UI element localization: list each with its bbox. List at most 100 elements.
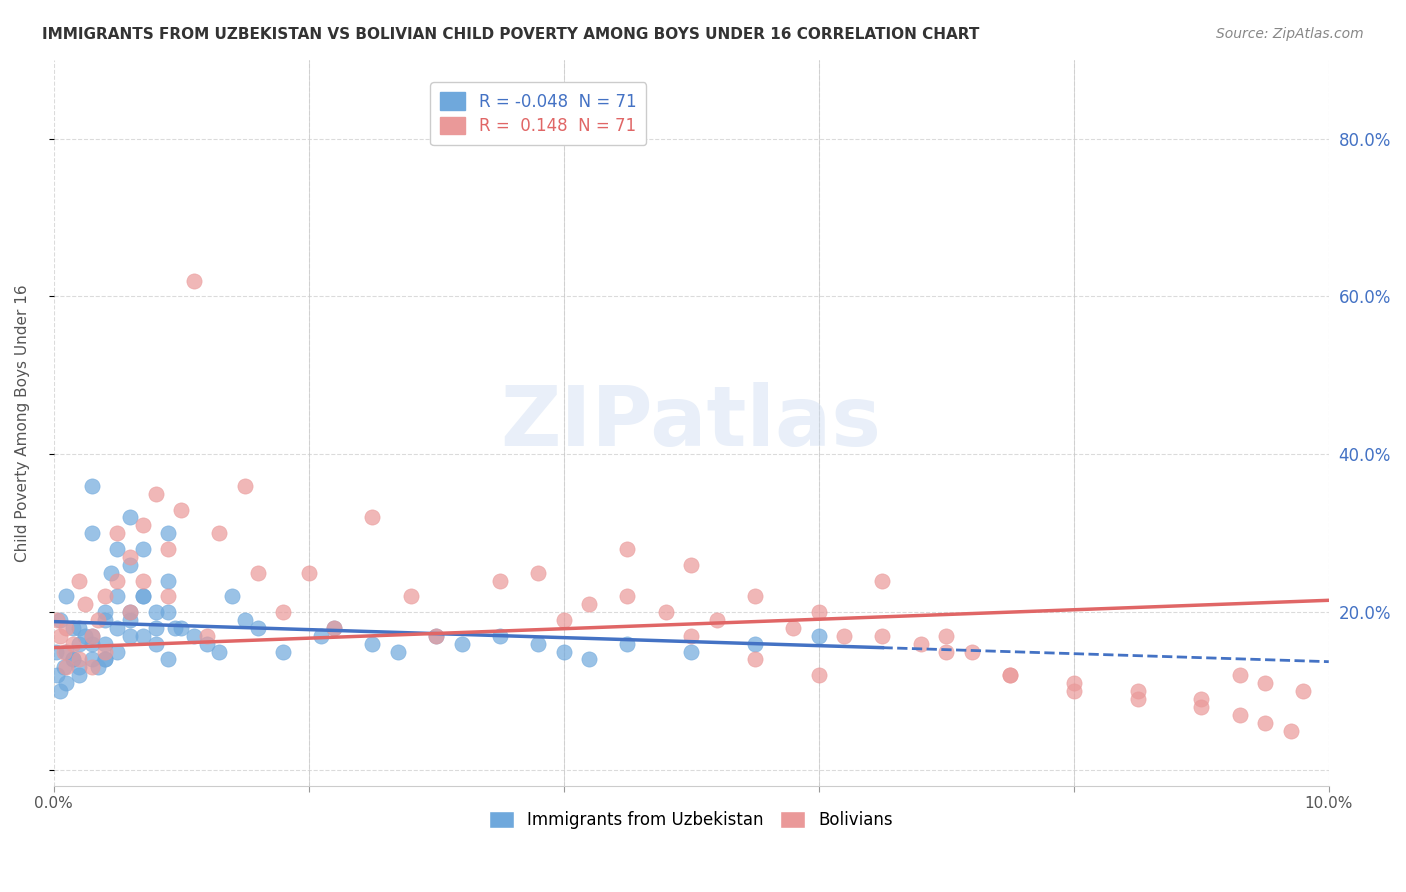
Point bbox=[553, 613, 575, 627]
Point bbox=[489, 629, 512, 643]
Point bbox=[132, 518, 155, 533]
Point bbox=[145, 605, 167, 619]
Point bbox=[1279, 723, 1302, 738]
Point bbox=[221, 590, 243, 604]
Point bbox=[163, 621, 186, 635]
Point bbox=[120, 629, 142, 643]
Point bbox=[55, 644, 77, 658]
Point bbox=[233, 613, 256, 627]
Point bbox=[361, 637, 384, 651]
Point bbox=[80, 660, 103, 674]
Point bbox=[1292, 684, 1315, 698]
Point bbox=[616, 637, 638, 651]
Point bbox=[62, 621, 84, 635]
Point bbox=[80, 526, 103, 541]
Point bbox=[935, 629, 957, 643]
Point bbox=[323, 621, 346, 635]
Point bbox=[960, 644, 983, 658]
Point bbox=[67, 668, 90, 682]
Point bbox=[93, 644, 115, 658]
Point bbox=[105, 590, 128, 604]
Point bbox=[46, 668, 69, 682]
Point bbox=[145, 637, 167, 651]
Point bbox=[120, 510, 142, 524]
Point bbox=[553, 644, 575, 658]
Point bbox=[208, 526, 231, 541]
Point bbox=[195, 629, 218, 643]
Point bbox=[872, 574, 894, 588]
Point bbox=[132, 541, 155, 556]
Point bbox=[120, 549, 142, 564]
Point bbox=[998, 668, 1021, 682]
Point bbox=[578, 597, 600, 611]
Point bbox=[105, 526, 128, 541]
Point bbox=[323, 621, 346, 635]
Point bbox=[62, 652, 84, 666]
Point bbox=[67, 574, 90, 588]
Point bbox=[55, 621, 77, 635]
Point bbox=[832, 629, 855, 643]
Point bbox=[67, 621, 90, 635]
Point bbox=[80, 479, 103, 493]
Point bbox=[195, 637, 218, 651]
Point bbox=[52, 644, 75, 658]
Point bbox=[1229, 668, 1251, 682]
Point bbox=[425, 629, 447, 643]
Point bbox=[744, 637, 766, 651]
Point bbox=[246, 621, 269, 635]
Point bbox=[271, 644, 294, 658]
Point bbox=[1063, 676, 1085, 690]
Point bbox=[55, 660, 77, 674]
Point bbox=[1063, 684, 1085, 698]
Point bbox=[80, 652, 103, 666]
Point bbox=[157, 574, 180, 588]
Point bbox=[681, 558, 703, 572]
Point bbox=[782, 621, 804, 635]
Point bbox=[935, 644, 957, 658]
Point bbox=[145, 487, 167, 501]
Point bbox=[75, 629, 97, 643]
Point bbox=[80, 629, 103, 643]
Point bbox=[910, 637, 932, 651]
Point bbox=[132, 590, 155, 604]
Text: Source: ZipAtlas.com: Source: ZipAtlas.com bbox=[1216, 27, 1364, 41]
Point bbox=[1189, 699, 1212, 714]
Point bbox=[93, 652, 115, 666]
Point bbox=[67, 660, 90, 674]
Point bbox=[246, 566, 269, 580]
Point bbox=[183, 629, 205, 643]
Point bbox=[93, 605, 115, 619]
Point bbox=[93, 613, 115, 627]
Point bbox=[1254, 715, 1277, 730]
Text: ZIPatlas: ZIPatlas bbox=[501, 382, 882, 463]
Point bbox=[157, 526, 180, 541]
Point bbox=[744, 652, 766, 666]
Point bbox=[1126, 684, 1149, 698]
Point bbox=[271, 605, 294, 619]
Point bbox=[450, 637, 472, 651]
Point bbox=[1254, 676, 1277, 690]
Point bbox=[62, 652, 84, 666]
Point bbox=[132, 590, 155, 604]
Point bbox=[93, 652, 115, 666]
Point bbox=[807, 605, 830, 619]
Point bbox=[157, 652, 180, 666]
Point bbox=[105, 621, 128, 635]
Point bbox=[105, 644, 128, 658]
Point bbox=[93, 637, 115, 651]
Point bbox=[87, 613, 110, 627]
Point bbox=[105, 574, 128, 588]
Point bbox=[67, 652, 90, 666]
Point bbox=[616, 590, 638, 604]
Point bbox=[998, 668, 1021, 682]
Point bbox=[170, 621, 193, 635]
Point bbox=[872, 629, 894, 643]
Point bbox=[75, 597, 97, 611]
Point bbox=[361, 510, 384, 524]
Point bbox=[105, 541, 128, 556]
Point bbox=[706, 613, 728, 627]
Point bbox=[49, 629, 72, 643]
Point bbox=[744, 590, 766, 604]
Point bbox=[425, 629, 447, 643]
Point bbox=[681, 644, 703, 658]
